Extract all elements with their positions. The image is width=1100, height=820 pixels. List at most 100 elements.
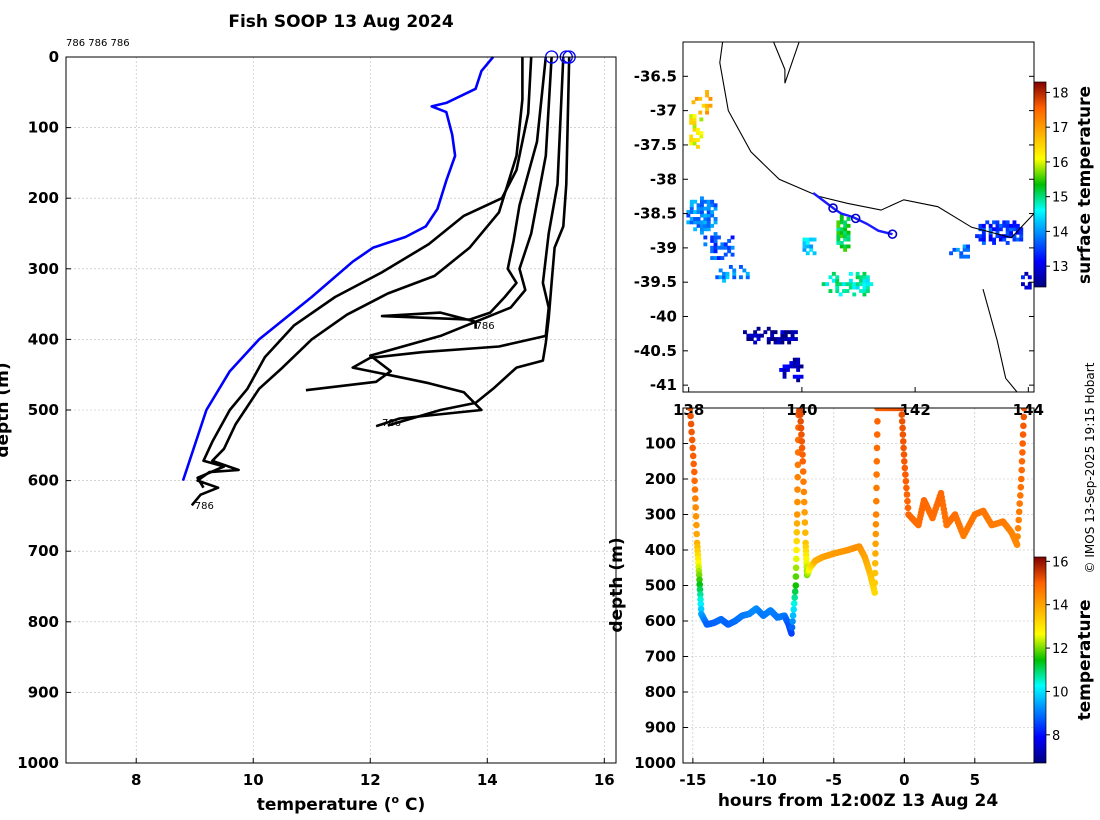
sst-cell xyxy=(732,275,737,280)
profile-xtick-label: 14 xyxy=(477,771,498,789)
sst-cell xyxy=(846,223,851,228)
time-depth-point xyxy=(902,471,909,478)
sst-cell xyxy=(794,330,798,335)
sst-cell xyxy=(981,223,986,228)
time-depth-point xyxy=(904,504,912,512)
sst-cell xyxy=(698,110,703,115)
sst-cell xyxy=(802,247,807,252)
sst-cell xyxy=(839,244,844,249)
sst-cell xyxy=(693,217,698,221)
sst-cell xyxy=(782,371,787,376)
temp-colorbar-tick-label: 10 xyxy=(1052,685,1069,700)
profile-annotation: 786 xyxy=(476,321,495,332)
sst-cell xyxy=(836,223,841,228)
sst-cell xyxy=(978,234,983,239)
sst-cell xyxy=(703,242,708,247)
time-depth-point xyxy=(900,444,907,452)
time-depth-point xyxy=(874,418,881,425)
sst-cell xyxy=(1009,227,1013,232)
sst-cell xyxy=(981,230,986,235)
time-xtick-label: -10 xyxy=(750,771,777,789)
sst-cell xyxy=(689,210,694,214)
sst-cell xyxy=(809,247,814,252)
sst-cell xyxy=(696,210,701,214)
sst-cell xyxy=(845,282,850,287)
sst-cell xyxy=(992,237,996,242)
time-ytick-label: 1000 xyxy=(634,754,676,772)
sst-cell xyxy=(700,196,704,201)
sst-cell xyxy=(782,374,787,379)
profile-line xyxy=(196,56,533,489)
sst-cell xyxy=(706,217,711,221)
sst-cell xyxy=(848,285,853,290)
sst-cell xyxy=(1024,285,1029,290)
time-ytick-label: 800 xyxy=(645,683,676,701)
sst-cell xyxy=(689,117,694,122)
time-depth-point xyxy=(802,529,809,536)
sst-cell xyxy=(692,117,697,122)
sst-cell xyxy=(862,289,867,293)
sst-cell xyxy=(962,247,967,252)
sst-cells xyxy=(686,90,1032,383)
time-depth-point xyxy=(690,460,697,468)
sst-cell xyxy=(745,271,750,276)
sst-cell xyxy=(855,282,860,287)
sst-cell xyxy=(713,249,718,254)
sst-cell xyxy=(780,337,785,341)
sst-cell xyxy=(766,326,771,331)
sst-cell xyxy=(852,292,857,297)
sst-cell xyxy=(865,289,870,293)
sst-cell xyxy=(988,237,993,242)
sst-cell xyxy=(692,127,697,132)
time-depth-point xyxy=(793,537,800,545)
sst-colorbar-label: surface temperature xyxy=(1075,86,1095,284)
sst-cell xyxy=(792,374,797,379)
sst-cell xyxy=(1009,234,1013,239)
sst-cell xyxy=(845,289,850,293)
time-depth-point xyxy=(689,452,697,460)
sst-cell xyxy=(732,268,737,273)
sst-cell xyxy=(689,199,694,204)
sst-cell xyxy=(789,364,794,369)
sst-cell xyxy=(694,96,699,101)
time-depth-point xyxy=(798,431,805,438)
time-depth-point xyxy=(872,550,879,557)
time-depth-point xyxy=(873,471,880,478)
time-depth-point xyxy=(697,591,704,598)
time-depth-point xyxy=(799,458,807,465)
sst-cell xyxy=(689,138,694,142)
time-depth-point xyxy=(796,408,804,412)
sst-cell xyxy=(777,340,781,345)
sst-cell xyxy=(835,275,840,280)
time-ytick-label: 300 xyxy=(645,506,676,524)
sst-cell xyxy=(706,210,711,214)
sst-cell xyxy=(998,223,1003,228)
time-depth-point xyxy=(1018,458,1026,465)
profile-ytick-label: 400 xyxy=(28,330,59,348)
time-depth-point xyxy=(794,486,801,493)
sst-cell xyxy=(835,285,840,290)
sst-cell xyxy=(689,220,694,225)
sst-cell xyxy=(723,242,728,247)
sst-cell xyxy=(713,239,718,243)
time-depth-point xyxy=(696,576,703,583)
time-depth-point xyxy=(900,451,908,458)
sst-cell xyxy=(727,245,732,250)
sst-cell xyxy=(809,244,814,249)
time-depth-point xyxy=(798,438,806,445)
sst-cell xyxy=(699,131,704,136)
profile-lines xyxy=(181,56,571,507)
sst-cell xyxy=(720,242,725,247)
profile-line xyxy=(190,57,524,507)
sst-cell xyxy=(777,337,781,341)
sst-cell xyxy=(862,285,867,290)
profile-axes-frame xyxy=(65,56,617,764)
time-depth-point xyxy=(797,418,804,425)
map-ytick-label: -39 xyxy=(650,239,677,257)
sst-cell xyxy=(848,282,853,287)
sst-cell xyxy=(710,249,715,254)
profile-ytick-label: 700 xyxy=(28,542,59,560)
sst-cell xyxy=(988,223,993,228)
time-depth-point xyxy=(871,569,879,577)
sst-cell xyxy=(842,282,846,287)
